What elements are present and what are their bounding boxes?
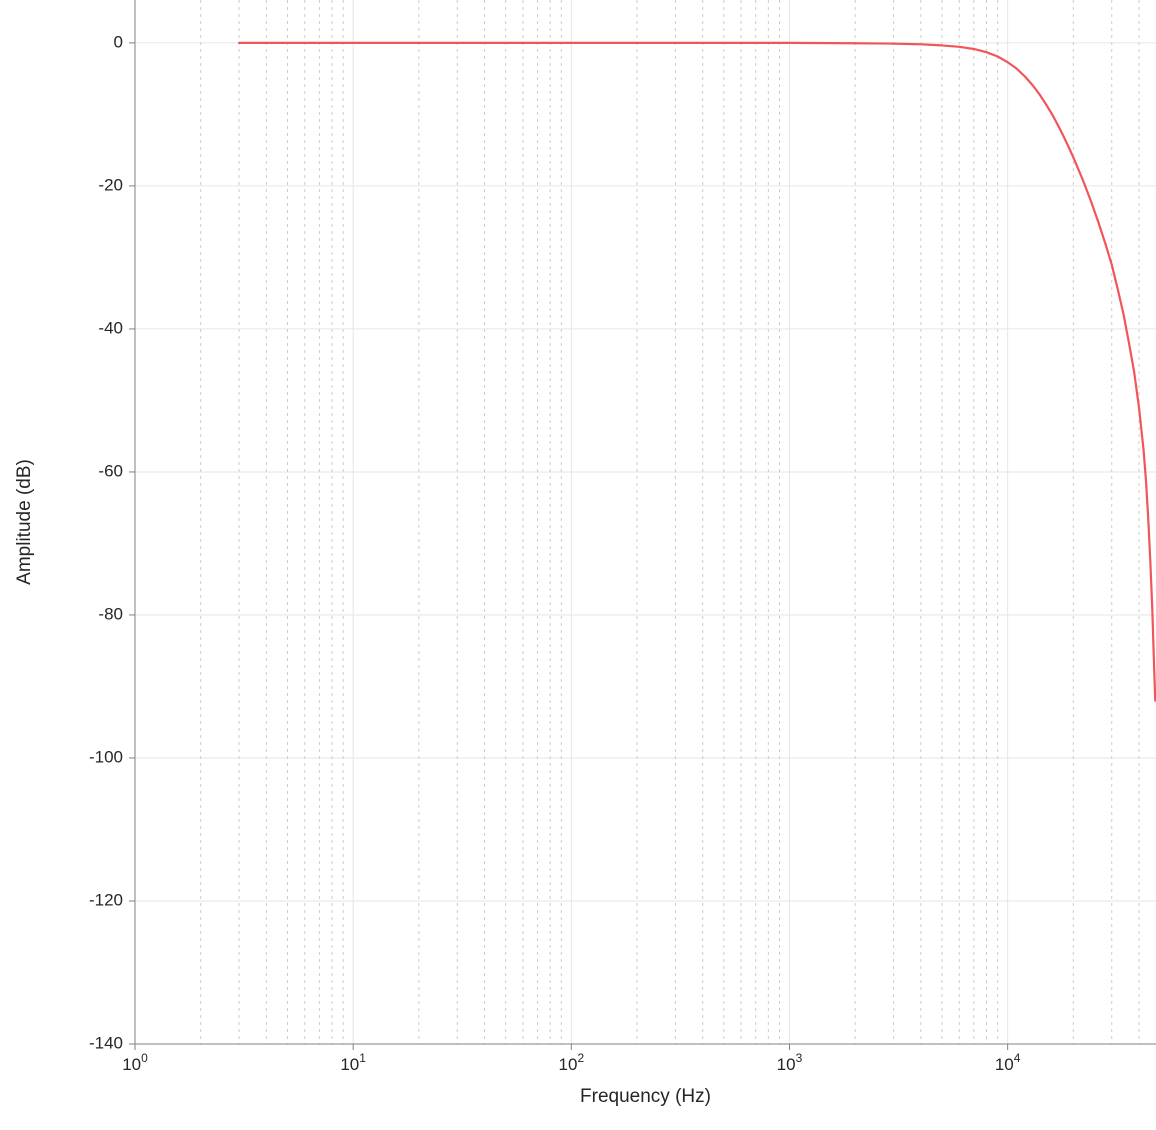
y-tick-label: -100	[89, 747, 123, 766]
y-tick-label: -20	[98, 175, 123, 194]
y-tick-label: -140	[89, 1033, 123, 1052]
bode-chart: 0-20-40-60-80-100-120-140100101102103104…	[0, 0, 1156, 1130]
y-tick-label: -120	[89, 890, 123, 909]
y-tick-label: -80	[98, 604, 123, 623]
y-tick-label: 0	[114, 32, 123, 51]
chart-svg: 0-20-40-60-80-100-120-140100101102103104…	[0, 0, 1156, 1130]
y-tick-label: -60	[98, 461, 123, 480]
y-axis-title: Amplitude (dB)	[14, 459, 35, 585]
x-axis-title: Frequency (Hz)	[580, 1086, 711, 1107]
y-tick-label: -40	[98, 318, 123, 337]
chart-background	[0, 0, 1156, 1130]
